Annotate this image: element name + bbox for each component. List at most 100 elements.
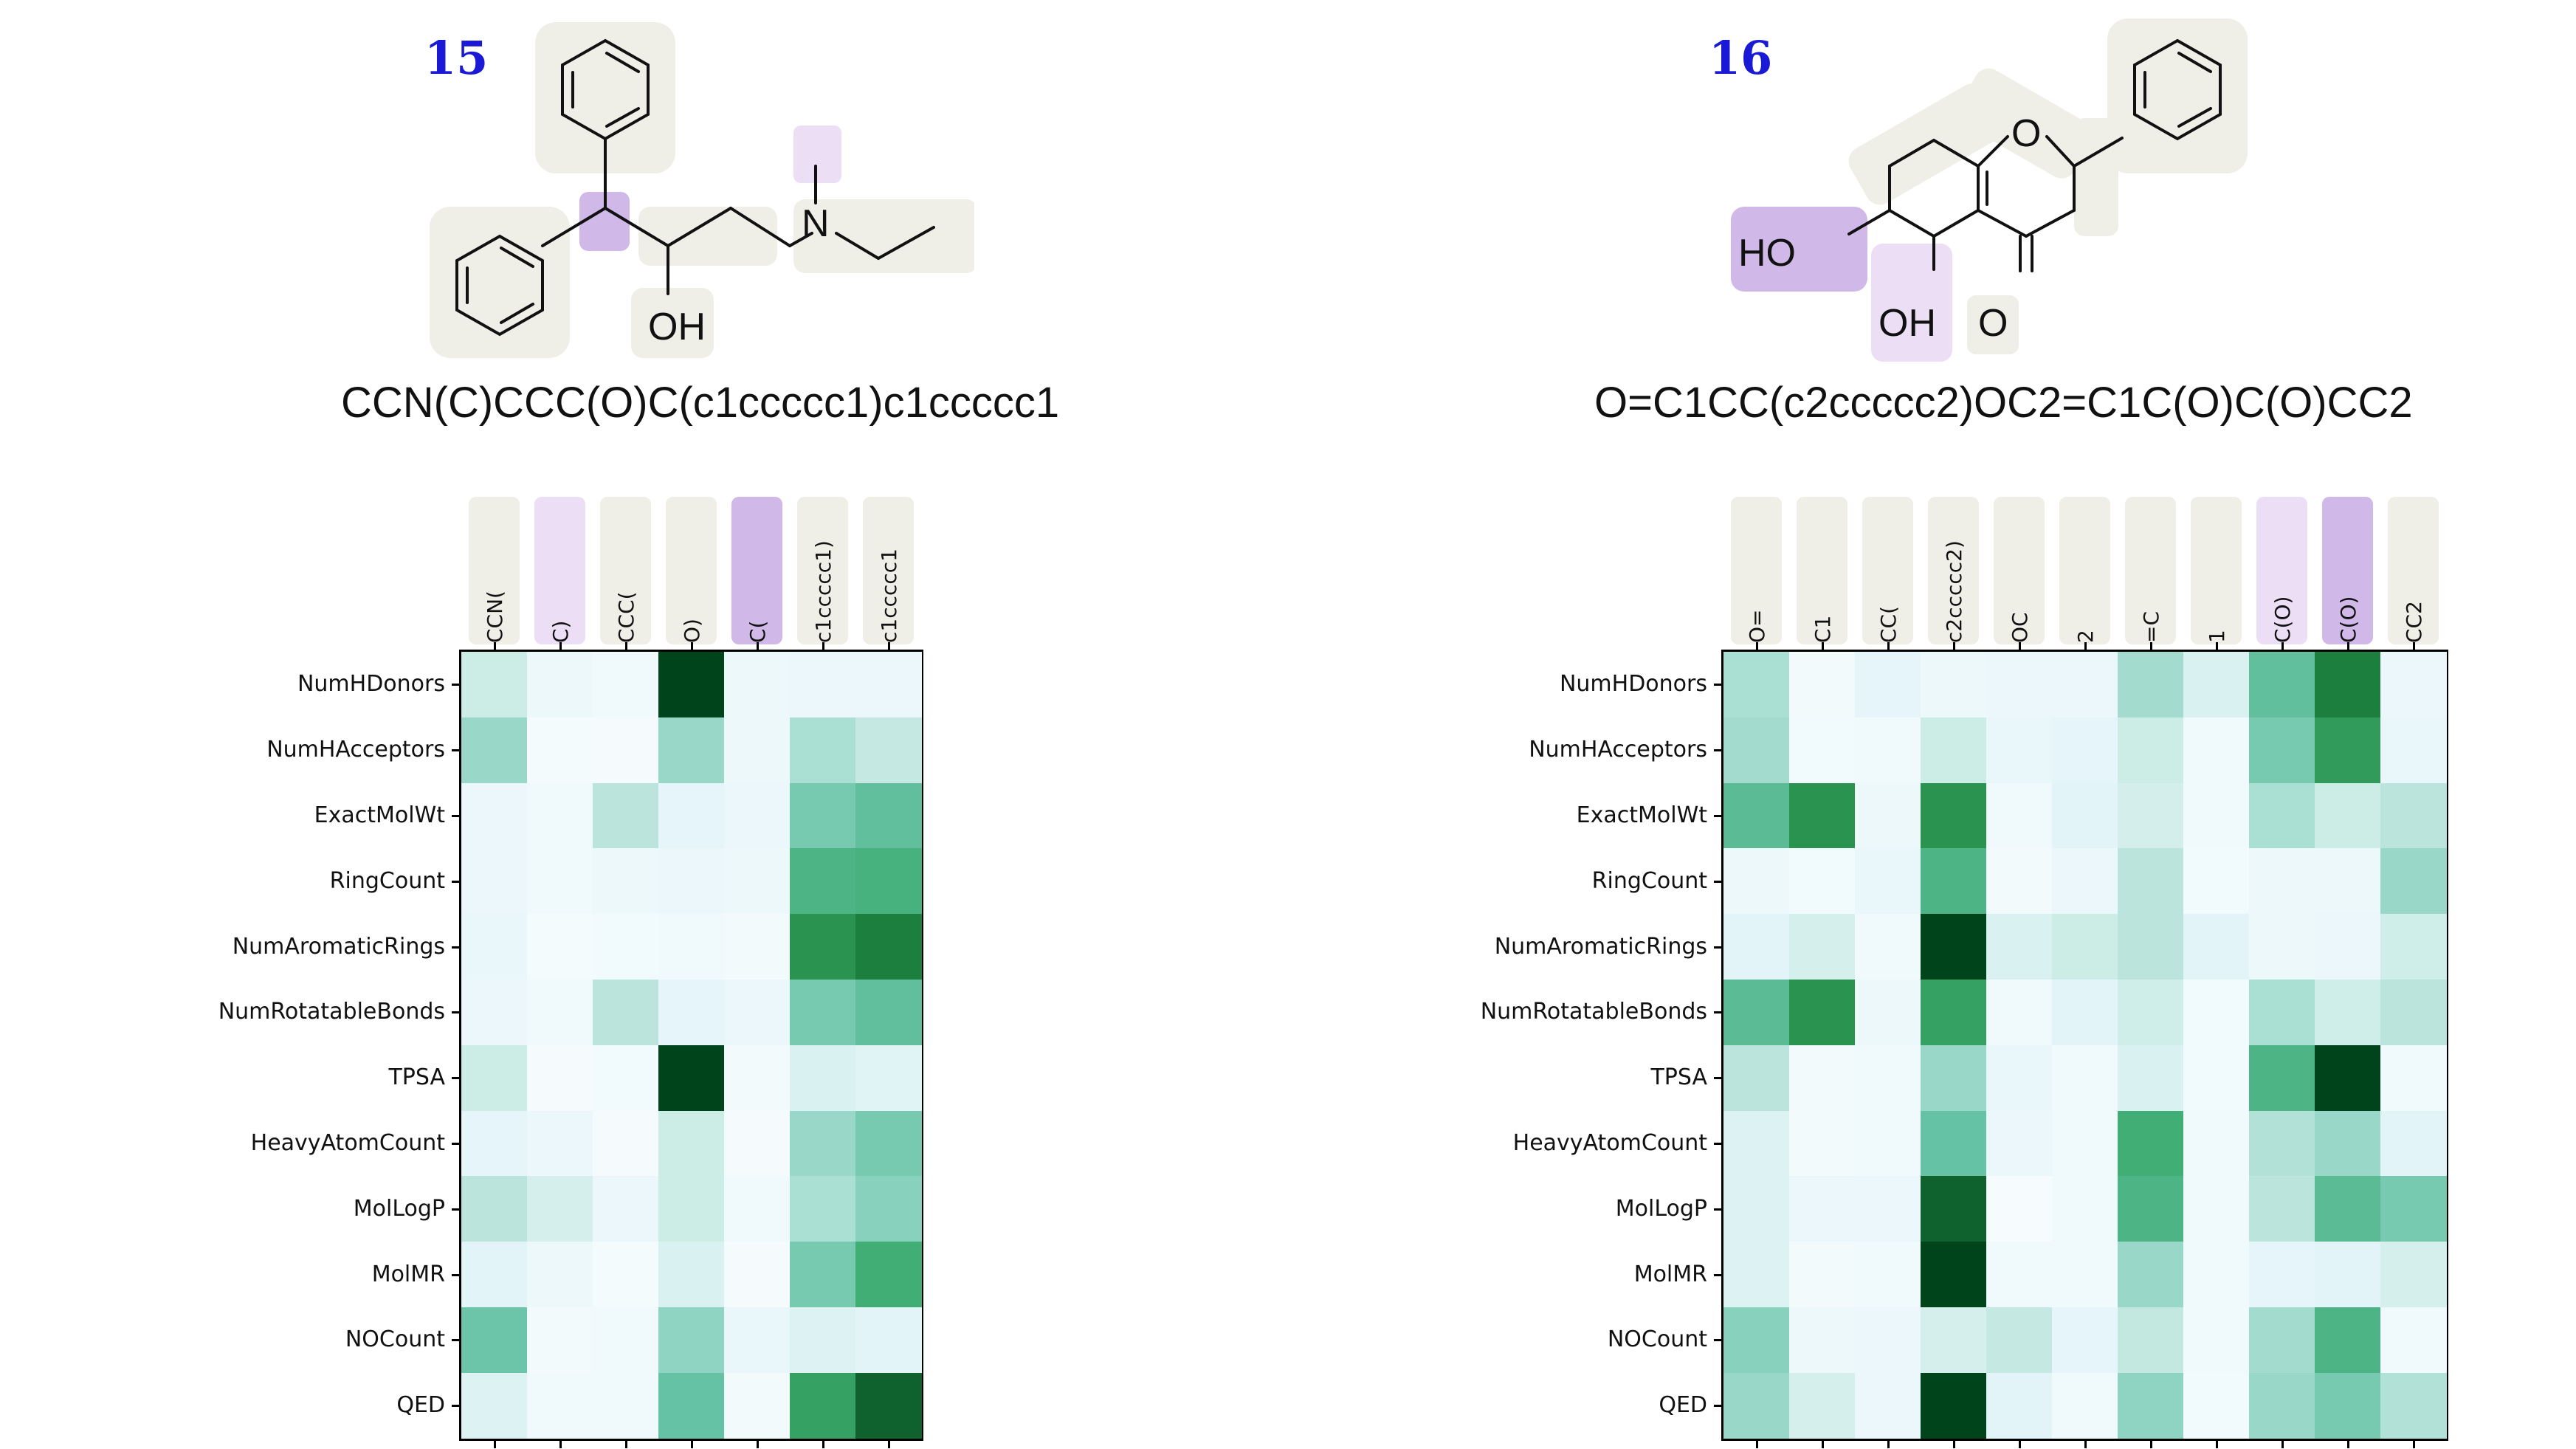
heatmap-cell: [1855, 1110, 1921, 1177]
heatmap-cell: [527, 717, 593, 784]
column-token-box: [2125, 497, 2176, 644]
row-label: RingCount: [329, 867, 445, 894]
heatmap-cell: [461, 1176, 528, 1242]
heatmap-cell: [2052, 717, 2118, 784]
heatmap-cell: [855, 652, 922, 718]
heatmap-cell: [1921, 1372, 1987, 1439]
y-tick: [1714, 815, 1721, 817]
heatmap-cell: [1855, 1242, 1921, 1308]
heatmap-cell: [855, 1176, 922, 1242]
heatmap-cell: [1723, 1307, 1790, 1374]
column-token-box: [1862, 497, 1913, 644]
heatmap-cell: [1789, 1044, 1856, 1112]
heatmap-cell: [2118, 1307, 2184, 1374]
heatmap-cell: [2183, 980, 2250, 1046]
heatmap-cell: [1855, 717, 1921, 784]
heatmap-cell: [527, 1242, 593, 1308]
heatmap-cell: [461, 1307, 528, 1374]
row-label: MolMR: [1633, 1261, 1707, 1287]
x-tick: [887, 642, 890, 650]
heatmap-cell: [2118, 914, 2184, 980]
column-token-box: [666, 497, 717, 644]
heatmap-cell: [2315, 1372, 2381, 1439]
row-label: NumRotatableBonds: [218, 999, 445, 1025]
heatmap-cell: [1723, 1110, 1790, 1177]
heatmap-cell: [724, 782, 791, 849]
heatmap-cell: [593, 1176, 659, 1242]
heatmap-cell: [2249, 1372, 2315, 1439]
x-tick: [624, 642, 627, 650]
heatmap-cell: [1789, 1242, 1856, 1308]
heatmap-cell: [724, 980, 791, 1046]
heatmap-cell: [855, 1372, 922, 1439]
heatmap-cell: [527, 1044, 593, 1112]
y-tick: [452, 684, 459, 686]
heatmap-cell: [527, 848, 593, 915]
heatmap-cell: [593, 1372, 659, 1439]
heatmap-cell: [790, 652, 856, 718]
heatmap-cell: [2380, 1372, 2447, 1439]
heatmap-cell: [2249, 914, 2315, 980]
heatmap-cell: [724, 652, 791, 718]
heatmap-cell: [855, 717, 922, 784]
heatmap-cell: [2380, 1307, 2447, 1374]
heatmap-cell: [2380, 717, 2447, 784]
row-label: ExactMolWt: [314, 802, 445, 828]
column-label: =C: [2138, 610, 2163, 643]
x-tick: [493, 642, 496, 650]
heatmap-cell: [1986, 914, 2053, 980]
heatmap-cell: [2315, 1307, 2381, 1374]
y-tick: [1714, 1273, 1721, 1276]
heatmap-cell: [2052, 1372, 2118, 1439]
heatmap-cell: [2118, 652, 2184, 718]
y-tick: [1714, 946, 1721, 949]
x-tick: [1887, 1440, 1890, 1448]
heatmap-cell: [724, 914, 791, 980]
heatmap-cell: [2315, 717, 2381, 784]
y-tick: [452, 1273, 459, 1276]
heatmap-cell: [2249, 652, 2315, 718]
heatmap-cell: [461, 1044, 528, 1112]
column-label: CCC(: [613, 591, 638, 643]
y-tick: [452, 1339, 459, 1342]
column-token-box: [1928, 497, 1979, 644]
compound-number-16: 16: [1709, 31, 1773, 85]
heatmap-cell: [790, 1307, 856, 1374]
heatmap-cell: [2183, 848, 2250, 915]
x-tick: [2084, 1440, 2087, 1448]
column-label: C(O): [2270, 596, 2295, 643]
heatmap-cell: [2315, 1110, 2381, 1177]
heatmap-cell: [2052, 1176, 2118, 1242]
heatmap-cell: [658, 1372, 725, 1439]
y-tick: [1714, 1339, 1721, 1342]
heatmap-cell: [461, 914, 528, 980]
heatmap-cell: [2183, 1307, 2250, 1374]
x-tick: [2281, 642, 2284, 650]
heatmap-cell: [1723, 914, 1790, 980]
heatmap-cell: [2380, 782, 2447, 849]
x-tick: [2346, 642, 2349, 650]
heatmap-cell: [1789, 782, 1856, 849]
heatmap-cell: [1789, 1110, 1856, 1177]
heatmap-cell: [1986, 848, 2053, 915]
row-label: TPSA: [1650, 1064, 1707, 1091]
heatmap-cell: [2118, 1372, 2184, 1439]
column-token-box: [469, 497, 520, 644]
x-tick: [2018, 1440, 2021, 1448]
compound-number-15: 15: [424, 31, 489, 85]
heatmap-cell: [2249, 1044, 2315, 1112]
heatmap-cell: [1986, 1307, 2053, 1374]
row-label: MolLogP: [1615, 1195, 1707, 1222]
heatmap-cell: [461, 1242, 528, 1308]
heatmap-cell: [2249, 1307, 2315, 1374]
column-label: c2ccccc2): [1941, 540, 1966, 643]
heatmap-cell: [1855, 1044, 1921, 1112]
heatmap-cell: [2315, 782, 2381, 849]
heatmap-cell: [2249, 1176, 2315, 1242]
column-label: 2: [2073, 630, 2098, 643]
column-label: CC(: [1876, 605, 1901, 643]
atom-label-keto-o: O: [1978, 302, 2008, 345]
molecule-structure-15: N OH: [413, 15, 978, 369]
heatmap-cell: [1855, 1372, 1921, 1439]
heatmap-cell: [2380, 1176, 2447, 1242]
